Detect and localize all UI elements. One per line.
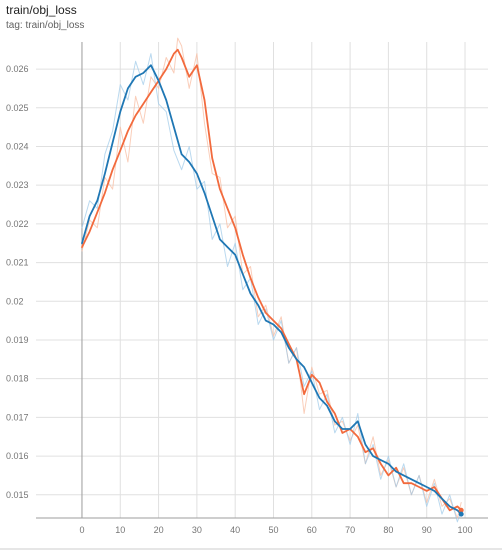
y-tick-label: 0.023 (6, 180, 29, 190)
y-tick-label: 0.026 (6, 64, 29, 74)
y-tick-label: 0.025 (6, 103, 29, 113)
chart-subtitle: tag: train/obj_loss (6, 20, 85, 31)
tick-label-layer: 0.015 0.016 0.017 0.018 0.019 0.02 0.021 0.022 0… (6, 64, 473, 535)
y-tick-label: 0.015 (6, 490, 29, 500)
smoothed-series-line (81, 64, 463, 515)
x-tick-label: 80 (383, 525, 393, 535)
y-tick-label: 0.021 (6, 258, 29, 268)
series-end-marker (458, 507, 464, 513)
y-tick-label: 0.02 (6, 296, 24, 306)
x-tick-label: 50 (268, 525, 278, 535)
bottom-divider (0, 548, 502, 550)
x-tick-label: 70 (345, 525, 355, 535)
x-tick-label: 60 (307, 525, 317, 535)
axis-layer (36, 42, 488, 519)
y-tick-label: 0.022 (6, 219, 29, 229)
x-tick-label: 10 (115, 525, 125, 535)
x-tick-label: 100 (458, 525, 473, 535)
x-tick-label: 40 (230, 525, 240, 535)
smoothed-series-line (81, 48, 463, 512)
raw-series-line (81, 53, 462, 523)
grid-layer (36, 42, 488, 518)
series-layer (81, 37, 464, 523)
y-tick-label: 0.016 (6, 451, 29, 461)
x-tick-label: 90 (422, 525, 432, 535)
x-tick-label: 30 (192, 525, 202, 535)
x-tick-label: 20 (154, 525, 164, 535)
y-tick-label: 0.018 (6, 374, 29, 384)
y-tick-label: 0.024 (6, 141, 29, 151)
x-tick-label: 0 (79, 525, 84, 535)
series-end-marker (458, 511, 464, 517)
chart-title: train/obj_loss (6, 3, 77, 17)
y-tick-label: 0.019 (6, 335, 29, 345)
y-tick-label: 0.017 (6, 412, 29, 422)
